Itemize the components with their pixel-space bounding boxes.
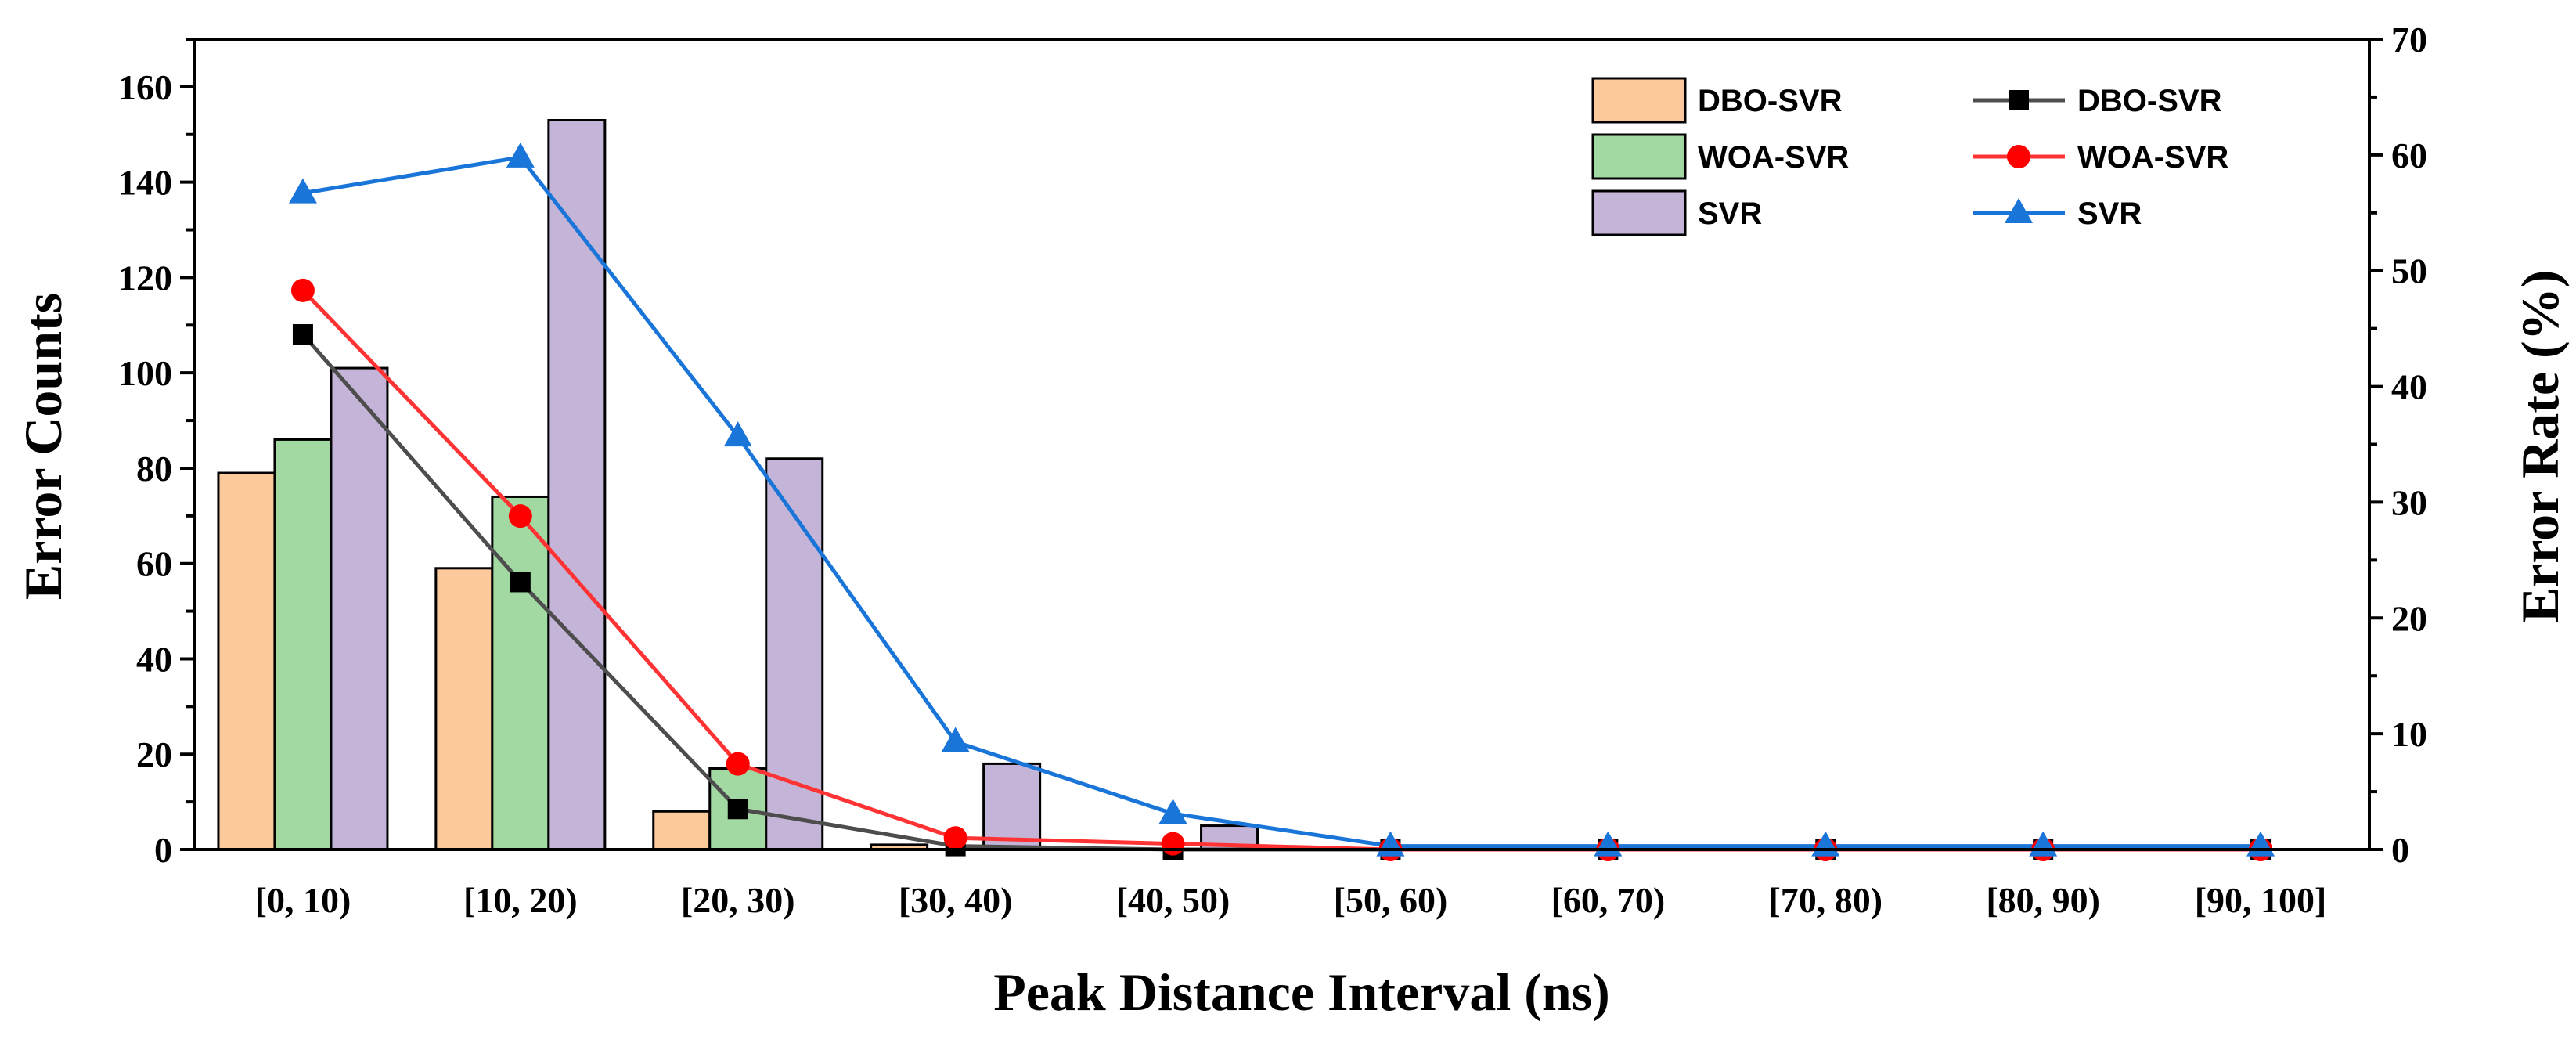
legend: DBO-SVR WOA-SVR SVR DBO-SVR WOA-SVR SVR xyxy=(1591,77,2228,236)
x-tick-label-7: [70, 80) xyxy=(1768,880,1882,920)
marker-woa-svr-1 xyxy=(508,504,532,529)
x-tick-label-9: [90, 100] xyxy=(2195,880,2327,920)
x-tick-label-8: [80, 90) xyxy=(1986,880,2100,920)
bar-svr-0 xyxy=(330,366,389,851)
x-tick-label-4: [40, 50) xyxy=(1116,880,1230,920)
axes-layer: 0 20 40 60 80 100 120 140 160 0 10 20 30 40 50 60 70 [0, … xyxy=(118,20,2427,920)
x-tick-label-1: [10, 20) xyxy=(463,880,578,920)
y2-tick-label-60: 60 xyxy=(2391,135,2427,175)
bar-woa-svr-1 xyxy=(491,495,550,851)
marker-svr-0 xyxy=(288,178,317,204)
y2-axis-title: Error Rate (%) xyxy=(2510,270,2570,623)
bar-woa-svr-0 xyxy=(273,438,333,851)
y-tick-label-80: 80 xyxy=(136,449,172,489)
legend-label-bar-dbo-svr: DBO-SVR xyxy=(1698,84,1843,118)
marker-woa-svr-3 xyxy=(943,826,967,850)
y2-tick-label-70: 70 xyxy=(2391,20,2427,60)
marker-dbo-svr-2 xyxy=(727,799,748,820)
legend-swatch-bar-dbo-svr xyxy=(1591,77,1687,124)
marker-svr-3 xyxy=(941,727,970,752)
y-tick-label-0: 0 xyxy=(154,830,172,870)
marker-dbo-svr-1 xyxy=(510,572,531,593)
legend-label-bar-woa-svr: WOA-SVR xyxy=(1698,140,1849,175)
y-tick-label-20: 20 xyxy=(136,734,172,774)
bar-svr-1 xyxy=(547,119,607,851)
marker-svr-4 xyxy=(1158,799,1187,824)
legend-swatch-bar-svr xyxy=(1591,189,1687,236)
legend-swatch-bar-woa-svr xyxy=(1591,133,1687,180)
marker-woa-svr-0 xyxy=(290,278,315,302)
y-tick-label-120: 120 xyxy=(118,258,172,298)
x-tick-label-0: [0, 10) xyxy=(255,880,351,920)
marker-woa-svr-2 xyxy=(726,752,750,776)
bar-dbo-svr-0 xyxy=(217,471,276,851)
legend-label-bar-svr: SVR xyxy=(1698,197,1762,231)
x-tick-label-2: [20, 30) xyxy=(681,880,795,920)
marker-woa-svr-4 xyxy=(1161,832,1185,856)
line-svr xyxy=(302,155,2261,849)
bar-svr-3 xyxy=(982,762,1042,851)
marker-dbo-svr-0 xyxy=(292,324,313,345)
bars-layer xyxy=(217,119,1259,851)
y2-tick-label-0: 0 xyxy=(2391,830,2409,870)
x-axis-title: Peak Distance Interval (ns) xyxy=(993,962,1610,1022)
x-tick-label-3: [30, 40) xyxy=(899,880,1013,920)
y-tick-label-40: 40 xyxy=(136,639,172,679)
y2-tick-label-50: 50 xyxy=(2391,251,2427,291)
marker-svr-1 xyxy=(506,142,535,168)
y-tick-label-140: 140 xyxy=(118,163,172,203)
y-axis-title: Error Counts xyxy=(13,293,73,600)
legend-marker-dbo-svr xyxy=(2009,90,2029,110)
x-tick-label-5: [50, 60) xyxy=(1334,880,1448,920)
marker-svr-2 xyxy=(723,421,752,447)
legend-label-line-woa-svr: WOA-SVR xyxy=(2077,140,2228,175)
y2-tick-label-10: 10 xyxy=(2391,714,2427,754)
bar-dbo-svr-2 xyxy=(652,810,712,851)
y-tick-label-100: 100 xyxy=(118,353,172,393)
y-tick-label-160: 160 xyxy=(118,67,172,107)
y2-tick-label-30: 30 xyxy=(2391,482,2427,522)
y2-tick-label-40: 40 xyxy=(2391,367,2427,407)
y-tick-label-60: 60 xyxy=(136,544,172,584)
x-tick-label-6: [60, 70) xyxy=(1551,880,1666,920)
legend-label-line-svr: SVR xyxy=(2077,197,2142,231)
y2-tick-label-20: 20 xyxy=(2391,598,2427,638)
legend-marker-woa-svr xyxy=(2007,145,2030,168)
legend-marker-svr xyxy=(2005,198,2033,223)
legend-label-line-dbo-svr: DBO-SVR xyxy=(2077,84,2222,118)
bar-dbo-svr-1 xyxy=(434,567,494,851)
